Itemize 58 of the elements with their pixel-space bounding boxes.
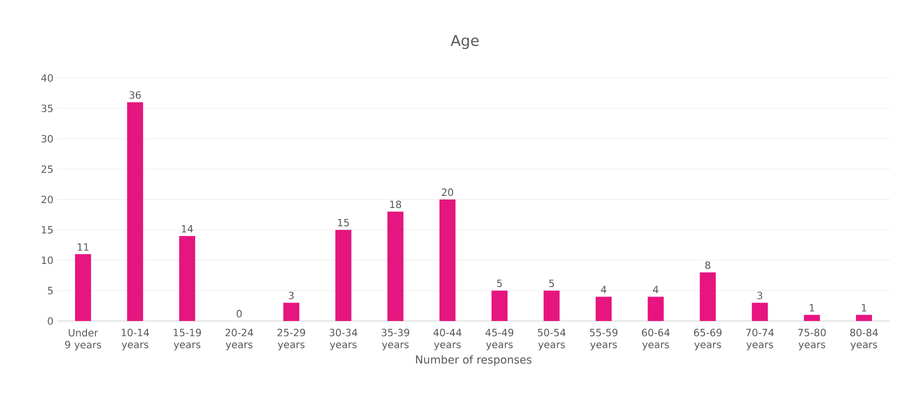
data-label: 36 [130,91,141,99]
data-label: 5 [549,280,554,288]
bar [804,314,820,321]
data-label: 5 [497,280,502,288]
data-label: 3 [288,292,294,300]
bar [492,290,508,321]
y-tick-label: 35 [42,104,53,112]
x-tick-label: 40-44 years [433,328,462,350]
x-tick-label: 30-34 years [330,328,358,350]
y-tick-label: 0 [48,317,53,325]
data-label: 18 [390,200,402,208]
bar [648,296,664,321]
data-label: 11 [78,243,88,251]
bar [596,296,612,321]
x-tick-label: 80-84 years [850,328,878,350]
bar [856,314,872,321]
x-tick-label: 15-19 years [174,328,201,350]
y-tick-label: 10 [42,256,53,264]
y-tick-label: 15 [42,226,53,234]
x-tick-label: 50-54 years [538,328,566,350]
bar [127,102,144,321]
data-label: 15 [338,218,349,226]
y-tick-label: 20 [42,196,53,204]
x-tick-label: Under 9 years [65,328,102,350]
data-label: 0 [236,310,242,318]
x-tick-label: 70-74 years [746,328,774,350]
data-label: 3 [757,292,762,300]
data-label: 4 [653,286,658,294]
bar [179,236,196,321]
y-tick-label: 30 [42,134,53,143]
bar [283,302,300,321]
x-tick-label: 25-29 years [278,328,306,350]
bar [544,290,560,321]
bar [75,254,92,321]
data-label: 4 [600,286,606,294]
bar [439,200,456,321]
x-tick-label: 10-14 years [122,328,150,350]
y-tick-label: 25 [42,165,53,173]
x-tick-label: 20-24 years [225,328,254,350]
bar [335,230,352,321]
x-tick-label: 65-69 years [694,328,722,350]
data-label: 1 [810,304,814,312]
x-tick-label: 55-59 years [590,328,618,350]
data-label: 1 [862,304,866,312]
x-tick-label: 45-49 years [486,328,514,350]
x-tick-label: 75-80 years [798,328,826,350]
x-tick-label: 35-39 years [382,328,410,350]
bar [752,302,768,321]
chart-title: Age [450,35,479,49]
data-label: 14 [182,225,193,232]
data-label: 8 [705,261,710,269]
bar [387,212,404,321]
x-axis-title: Number of responses [416,355,532,366]
y-tick-label: 5 [48,286,53,294]
y-tick-label: 40 [41,74,53,82]
x-tick-label: 60-64 years [642,328,670,350]
bar [700,272,716,321]
data-label: 20 [442,188,454,196]
